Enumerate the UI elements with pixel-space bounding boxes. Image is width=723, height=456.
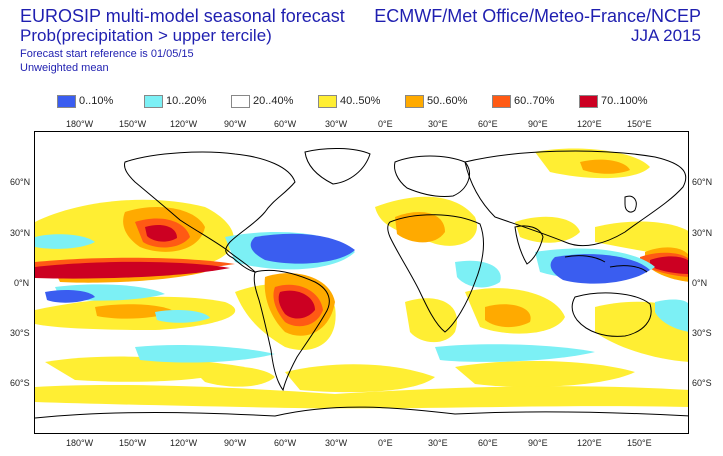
legend-label: 70..100% — [601, 95, 648, 107]
orange-regions — [55, 159, 688, 336]
lon-tick-bottom: 30°E — [428, 438, 448, 448]
legend: 0..10% 10..20% 20..40% 40..50% 50..60% 6… — [0, 93, 723, 109]
lat-tick-left: 30°S — [10, 328, 30, 338]
blue-regions — [45, 233, 650, 303]
season-label: JJA 2015 — [631, 26, 701, 45]
legend-label: 20..40% — [253, 95, 294, 107]
legend-item-70-100: 70..100% — [579, 93, 647, 109]
lon-tick-top: 30°W — [325, 119, 348, 129]
legend-label: 10..20% — [166, 95, 207, 107]
lon-tick-bottom: 60°E — [478, 438, 498, 448]
lat-tick-left: 60°N — [10, 177, 31, 187]
legend-swatch — [231, 94, 250, 108]
lon-tick-top: 0°E — [378, 119, 393, 129]
lon-tick-top: 120°E — [577, 119, 602, 129]
legend-swatch — [318, 94, 337, 108]
legend-item-60-70: 60..70% — [492, 93, 554, 109]
legend-label: 50..60% — [427, 95, 468, 107]
chart-title: EUROSIP multi-model seasonal forecast — [20, 6, 345, 26]
forecast-map — [34, 131, 689, 434]
legend-swatch — [492, 94, 511, 108]
lon-tick-bottom: 150°E — [627, 438, 652, 448]
lon-tick-bottom: 0°E — [378, 438, 393, 448]
lon-tick-top: 90°W — [224, 119, 247, 129]
organization-label: ECMWF/Met Office/Meteo-France/NCEP — [374, 6, 701, 26]
lon-tick-bottom: 90°W — [224, 438, 247, 448]
legend-item-50-60: 50..60% — [405, 93, 467, 109]
legend-label: 60..70% — [514, 95, 555, 107]
legend-label: 40..50% — [340, 95, 381, 107]
lat-tick-left: 60°S — [10, 378, 30, 388]
lon-tick-top: 120°W — [170, 119, 198, 129]
lat-tick-right: 0°N — [692, 278, 708, 288]
coastlines — [35, 147, 688, 419]
legend-item-20-40: 20..40% — [231, 93, 293, 109]
lon-tick-top: 150°E — [627, 119, 652, 129]
lat-tick-right: 30°S — [692, 328, 712, 338]
lon-tick-bottom: 150°W — [119, 438, 147, 448]
dark-red-regions — [35, 225, 688, 319]
map-svg — [35, 147, 688, 419]
lat-tick-left: 30°N — [10, 228, 31, 238]
chart-subtitle: Prob(precipitation > upper tercile) — [20, 26, 272, 45]
legend-swatch — [579, 94, 598, 108]
lon-tick-top: 90°E — [528, 119, 548, 129]
legend-item-10-20: 10..20% — [144, 93, 206, 109]
lat-tick-right: 30°N — [692, 228, 713, 238]
mean-type: Unweighted mean — [20, 62, 109, 74]
lon-tick-bottom: 120°W — [170, 438, 198, 448]
lon-tick-top: 60°W — [274, 119, 297, 129]
lon-tick-bottom: 120°E — [577, 438, 602, 448]
lon-tick-top: 60°E — [478, 119, 498, 129]
legend-label: 0..10% — [79, 95, 114, 107]
lon-tick-bottom: 180°W — [66, 438, 94, 448]
legend-item-0-10: 0..10% — [57, 93, 113, 109]
lon-tick-top: 150°W — [119, 119, 147, 129]
legend-swatch — [57, 94, 76, 108]
lon-tick-top: 30°E — [428, 119, 448, 129]
lat-tick-right: 60°N — [692, 177, 713, 187]
forecast-reference: Forecast start reference is 01/05/15 — [20, 48, 194, 60]
lon-tick-top: 180°W — [66, 119, 94, 129]
lon-tick-bottom: 90°E — [528, 438, 548, 448]
lat-tick-left: 0°N — [14, 278, 30, 288]
lat-tick-right: 60°S — [692, 378, 712, 388]
legend-item-40-50: 40..50% — [318, 93, 380, 109]
lon-tick-bottom: 30°W — [325, 438, 348, 448]
lon-tick-bottom: 60°W — [274, 438, 297, 448]
legend-swatch — [144, 94, 163, 108]
legend-swatch — [405, 94, 424, 108]
